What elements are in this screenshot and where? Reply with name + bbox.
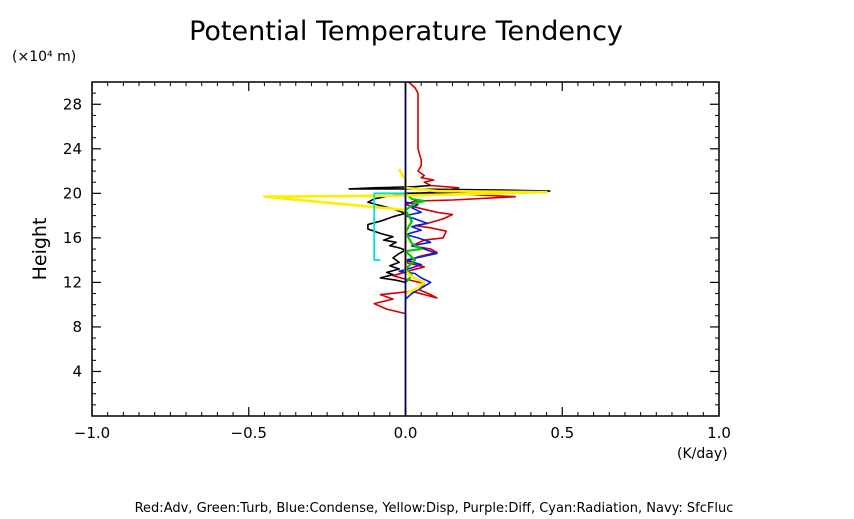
y-tick-label: 24 [63,140,82,158]
y-tick-label: 20 [63,184,82,202]
y-tick-label: 8 [72,318,82,336]
plot-frame [91,81,720,417]
series-layer [263,81,551,416]
x-tick-label: 0.5 [550,424,574,442]
y-tick-label: 16 [63,229,82,247]
legend-caption: Red:Adv, Green:Turb, Blue:Condense, Yell… [135,501,734,516]
x-tick-label: −1.0 [74,424,110,442]
x-tick-label: 0.0 [394,424,418,442]
y-axis-title: Height [29,218,51,281]
y-tick-label: 4 [72,362,82,380]
x-axis-unit-label: (K/day) [677,446,728,462]
y-tick-label: 28 [63,95,82,113]
ticks-layer: −1.0 −0.5 0.0 0.5 1.0 4 8 12 16 20 24 28 [63,82,731,442]
series-line-cyan [373,192,406,262]
series-line-red [373,81,517,322]
x-tick-label: 1.0 [707,424,731,442]
x-tick-label: −0.5 [231,424,267,442]
chart-title: Potential Temperature Tendency [189,16,623,47]
y-axis-unit-label: (×10⁴ m) [12,49,76,65]
series-line-green [404,192,426,284]
y-tick-label: 12 [63,273,82,291]
